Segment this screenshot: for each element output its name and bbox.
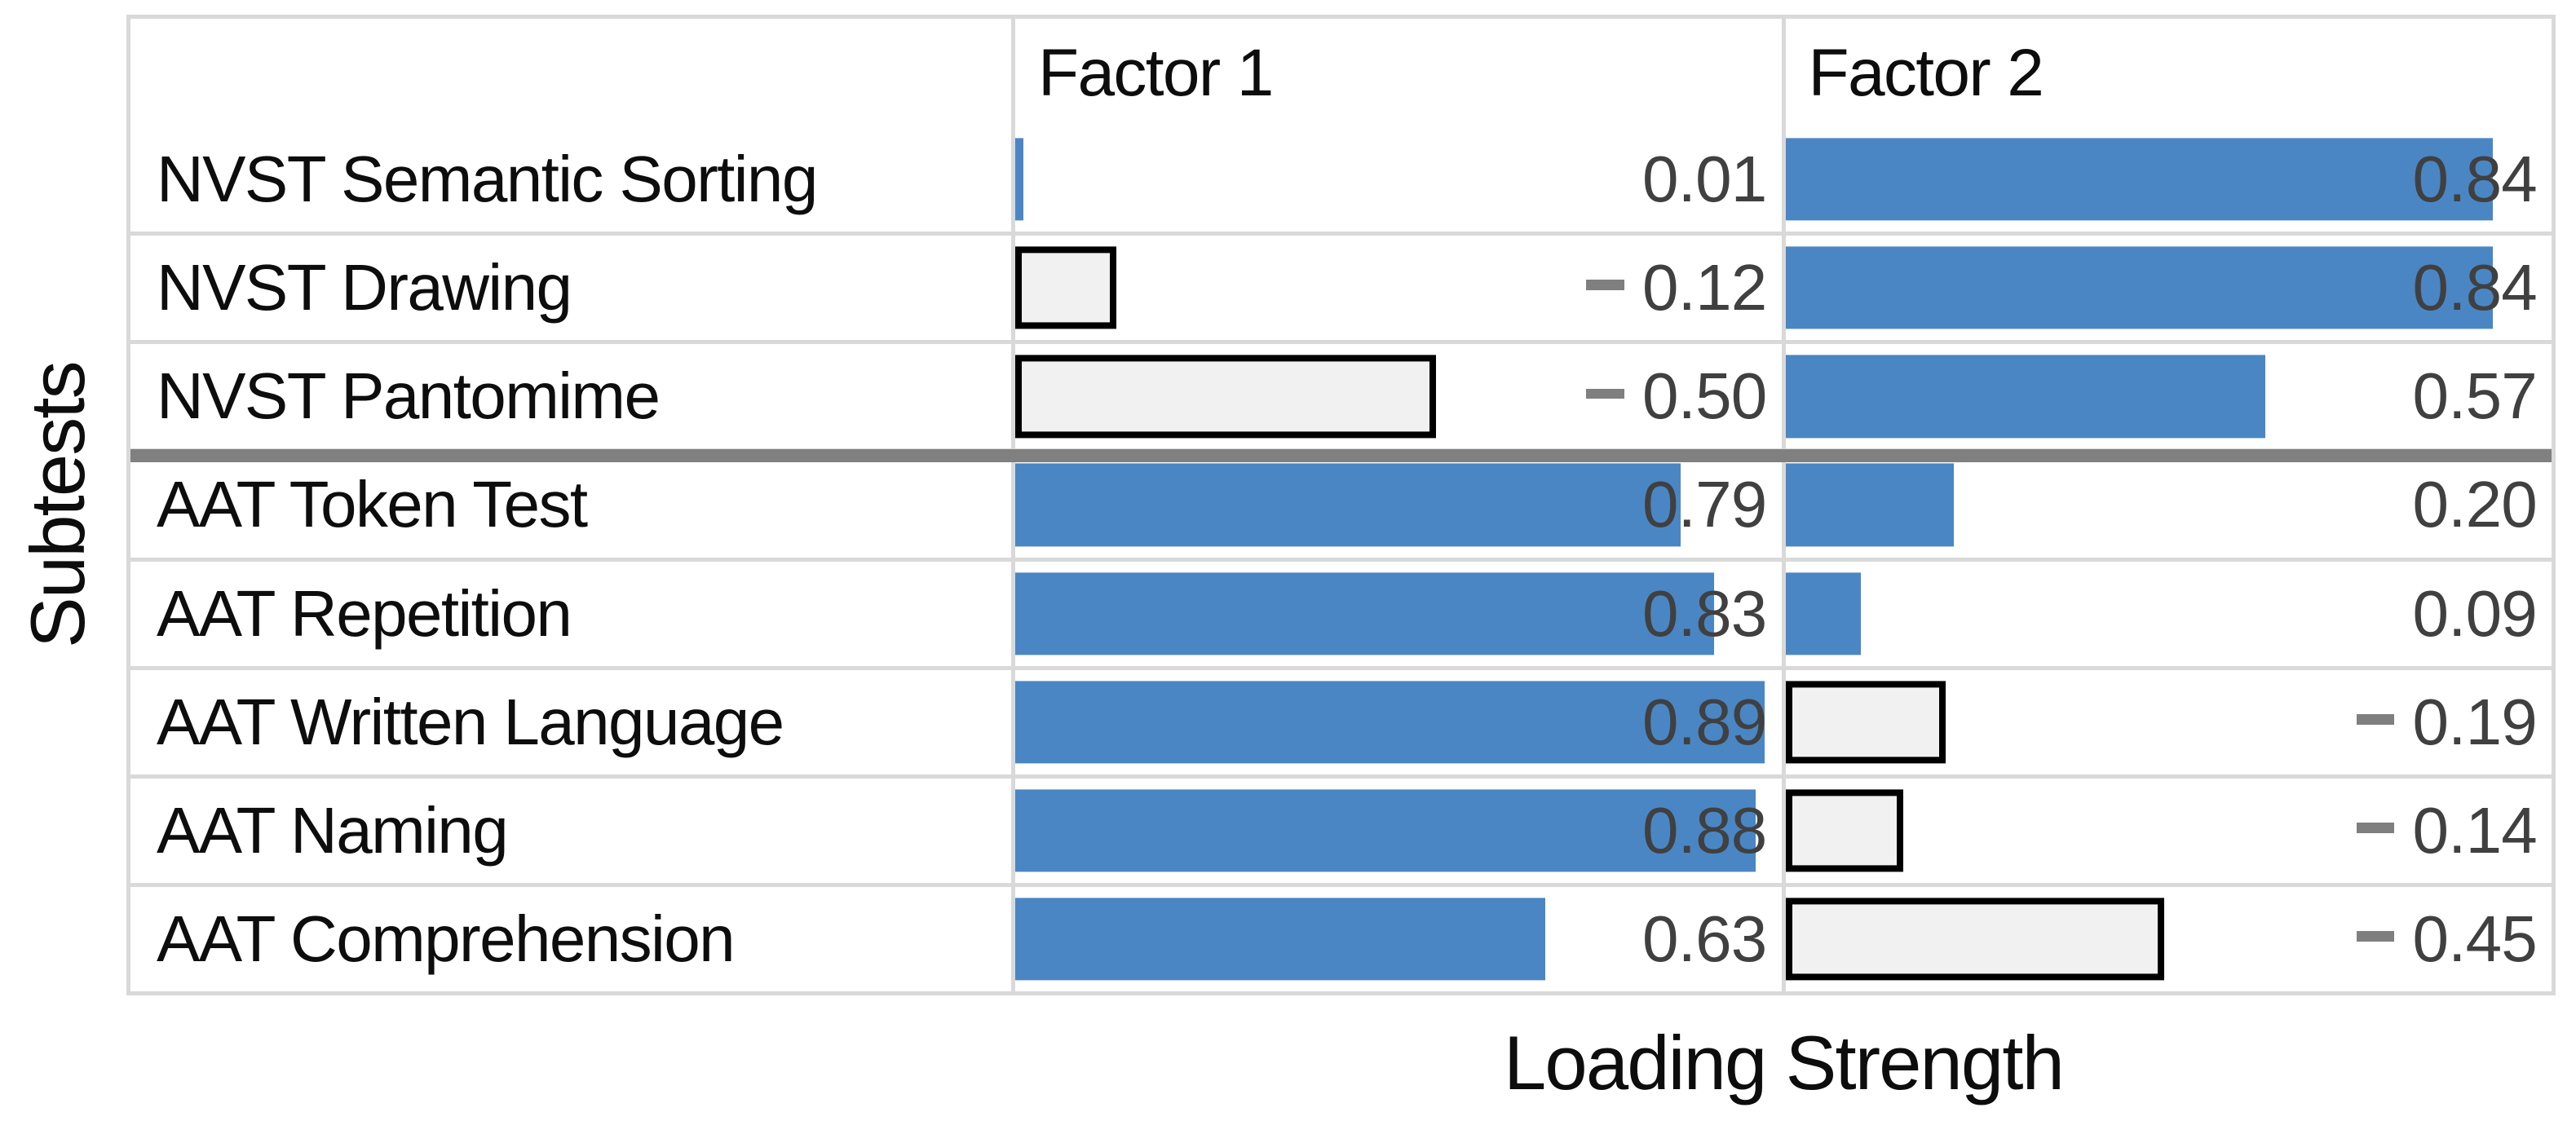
loadings-table: Factor 1 Factor 2 NVST Semantic Sorting … (126, 15, 2556, 995)
bar (1785, 246, 2493, 329)
row-label: AAT Written Language (157, 685, 784, 758)
header-subtest-spacer (130, 19, 1011, 127)
bar-cell: 0.09 (1781, 561, 2552, 666)
row-label: AAT Naming (157, 793, 509, 867)
bar (1015, 571, 1714, 655)
row-label: NVST Pantomime (157, 360, 661, 433)
bar-value: 0.50 (1586, 359, 1767, 434)
x-axis-title: Loading Strength (1504, 1020, 2065, 1105)
bar (1785, 898, 2165, 981)
minus-dash (1586, 388, 1624, 399)
row-label: NVST Semantic Sorting (157, 143, 818, 216)
bar (1785, 138, 2493, 221)
bar (1785, 571, 1862, 655)
bar (1015, 789, 1756, 872)
nvst-aat-separator-line (130, 449, 2552, 462)
bar-value: 0.20 (2412, 468, 2537, 541)
bar-cell: 0.84 (1781, 236, 2552, 341)
bar-cell: 0.12 (1011, 236, 1782, 341)
minus-dash (2356, 823, 2395, 833)
minus-dash (2356, 713, 2395, 725)
bar (1015, 138, 1024, 221)
minus-dash (1586, 280, 1624, 291)
bar-cell: 0.83 (1011, 561, 1782, 666)
bar (1015, 681, 1765, 764)
table-row: AAT Comprehension 0.63 0.45 (130, 882, 2552, 991)
bar-value: 0.88 (1641, 793, 1767, 867)
bar-cell: 0.57 (1781, 344, 2552, 449)
bar-cell: 0.88 (1011, 778, 1782, 883)
table-row: AAT Naming 0.88 0.14 (130, 774, 2552, 883)
bar-value: 0.84 (2412, 143, 2537, 216)
bar (1015, 246, 1116, 329)
bar (1015, 355, 1437, 438)
bar (1785, 681, 1946, 764)
bar-value: 0.01 (1641, 143, 1767, 216)
row-label: AAT Comprehension (157, 902, 736, 975)
bar-cell: 0.50 (1011, 344, 1782, 449)
row-label: AAT Repetition (157, 576, 572, 650)
bar-value: 0.57 (2412, 360, 2537, 433)
bar-value: 0.09 (2412, 576, 2537, 650)
table-row: AAT Repetition 0.83 0.09 (130, 557, 2552, 666)
bar-value: 0.89 (1641, 685, 1767, 758)
table-row: NVST Semantic Sorting 0.01 0.84 (130, 127, 2552, 232)
bar (1785, 355, 2265, 438)
row-label: AAT Token Test (157, 468, 588, 541)
header-factor-2: Factor 2 (1781, 19, 2552, 127)
minus-dash (2356, 931, 2395, 942)
header-row: Factor 1 Factor 2 (130, 19, 2552, 127)
table-row: AAT Written Language 0.89 0.19 (130, 665, 2552, 774)
bar-value: 0.83 (1641, 576, 1767, 650)
bar-value: 0.14 (2356, 793, 2538, 868)
bar (1015, 463, 1681, 547)
bar-cell: 0.89 (1011, 669, 1782, 774)
bar-value: 0.45 (2356, 902, 2538, 977)
bar-cell: 0.14 (1781, 778, 2552, 883)
bar (1785, 463, 1954, 547)
bar-cell: 0.01 (1011, 127, 1782, 232)
bar-value: 0.79 (1641, 468, 1767, 541)
bar (1785, 789, 1903, 872)
bar-value: 0.63 (1641, 902, 1767, 975)
bar-value: 0.84 (2412, 251, 2537, 324)
bar-cell: 0.19 (1781, 669, 2552, 774)
bar-value: 0.12 (1586, 250, 1767, 325)
bar-cell: 0.79 (1011, 452, 1782, 558)
bar-value: 0.19 (2356, 685, 2538, 760)
header-factor-1: Factor 1 (1011, 19, 1782, 127)
row-label: NVST Drawing (157, 251, 572, 324)
table-row: AAT Token Test 0.79 0.20 (130, 448, 2552, 558)
bar-cell: 0.20 (1781, 452, 2552, 558)
table-row: NVST Pantomime 0.50 0.57 (130, 340, 2552, 449)
table-row: NVST Drawing 0.12 0.84 (130, 232, 2552, 341)
bar-cell: 0.84 (1781, 127, 2552, 232)
bar-cell: 0.63 (1011, 886, 1782, 991)
bar-cell: 0.45 (1781, 886, 2552, 991)
y-axis-title: Subtests (15, 362, 100, 648)
bar (1015, 898, 1546, 981)
